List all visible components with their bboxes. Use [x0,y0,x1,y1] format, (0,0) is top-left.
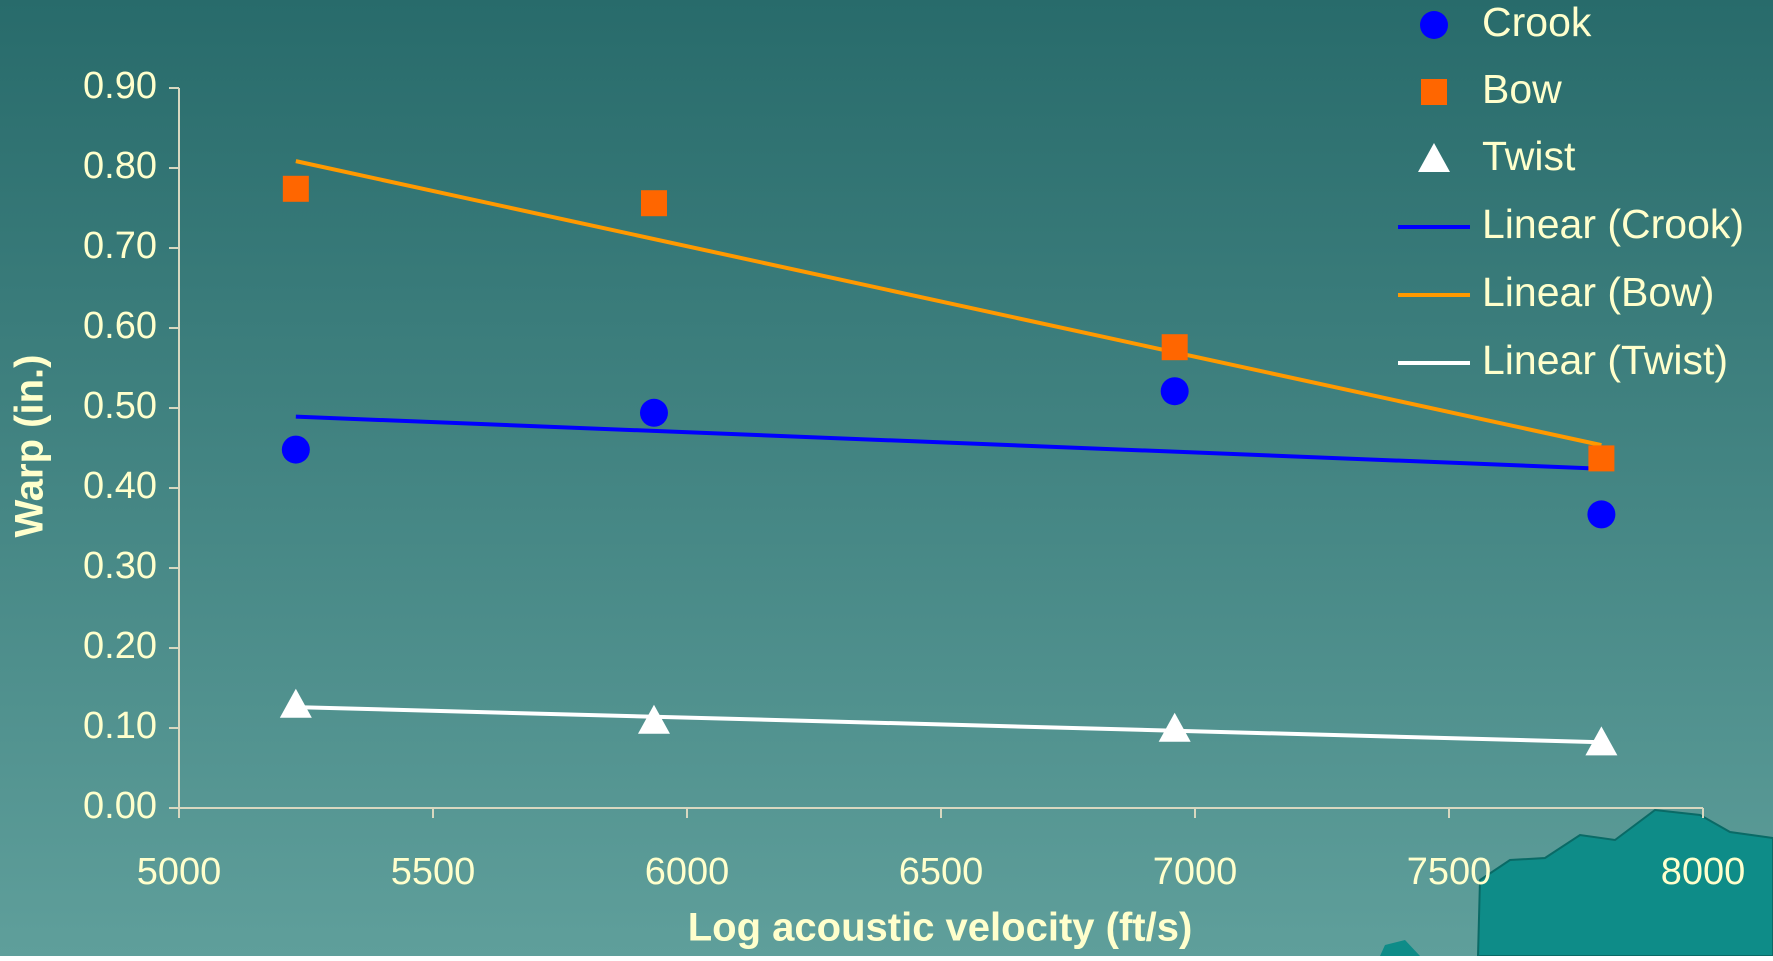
decoration-rock [1380,940,1420,956]
data-point [1160,377,1189,406]
x-tick-label: 7500 [1407,851,1492,893]
data-point [281,435,310,464]
trend-line [295,159,1602,448]
x-tick-label: 5500 [391,851,476,893]
y-tick-label: 0.40 [83,465,157,507]
data-point [1587,500,1616,529]
x-tick-label: 8000 [1661,851,1746,893]
legend-label: Bow [1482,66,1562,112]
y-tick-label: 0.10 [83,705,157,747]
x-tick-label: 7000 [1153,851,1238,893]
data-point [639,398,668,427]
y-tick-label: 0.80 [83,145,157,187]
y-tick-label: 0.30 [83,545,157,587]
x-tick-label: 5000 [137,851,222,893]
legend-marker [1420,11,1448,39]
legend-marker [1418,143,1450,172]
data-point [1158,712,1191,742]
legend-marker [1421,79,1447,105]
data-point [1161,334,1188,361]
legend-label: Linear (Crook) [1482,201,1744,247]
legend-label: Linear (Twist) [1482,337,1728,383]
data-point [637,704,670,734]
data-point [1588,445,1615,472]
y-tick-label: 0.00 [83,785,157,827]
y-tick-label: 0.70 [83,225,157,267]
data-point [279,688,312,718]
y-tick-label: 0.90 [83,65,157,107]
x-tick-label: 6000 [645,851,730,893]
data-point [640,190,667,217]
decoration-rock [1476,808,1773,957]
data-point [1585,726,1618,756]
trend-line [295,414,1602,471]
trend-line [295,705,1602,745]
y-tick-label: 0.20 [83,625,157,667]
x-tick-label: 6500 [899,851,984,893]
x-axis-title: Log acoustic velocity (ft/s) [688,906,1193,950]
legend-label: Twist [1482,133,1576,179]
data-point [282,175,309,202]
y-tick-label: 0.50 [83,385,157,427]
y-tick-label: 0.60 [83,305,157,347]
y-axis-title: Warp (in.) [8,355,52,538]
legend-label: Linear (Bow) [1482,269,1714,315]
legend-label: Crook [1482,0,1592,45]
